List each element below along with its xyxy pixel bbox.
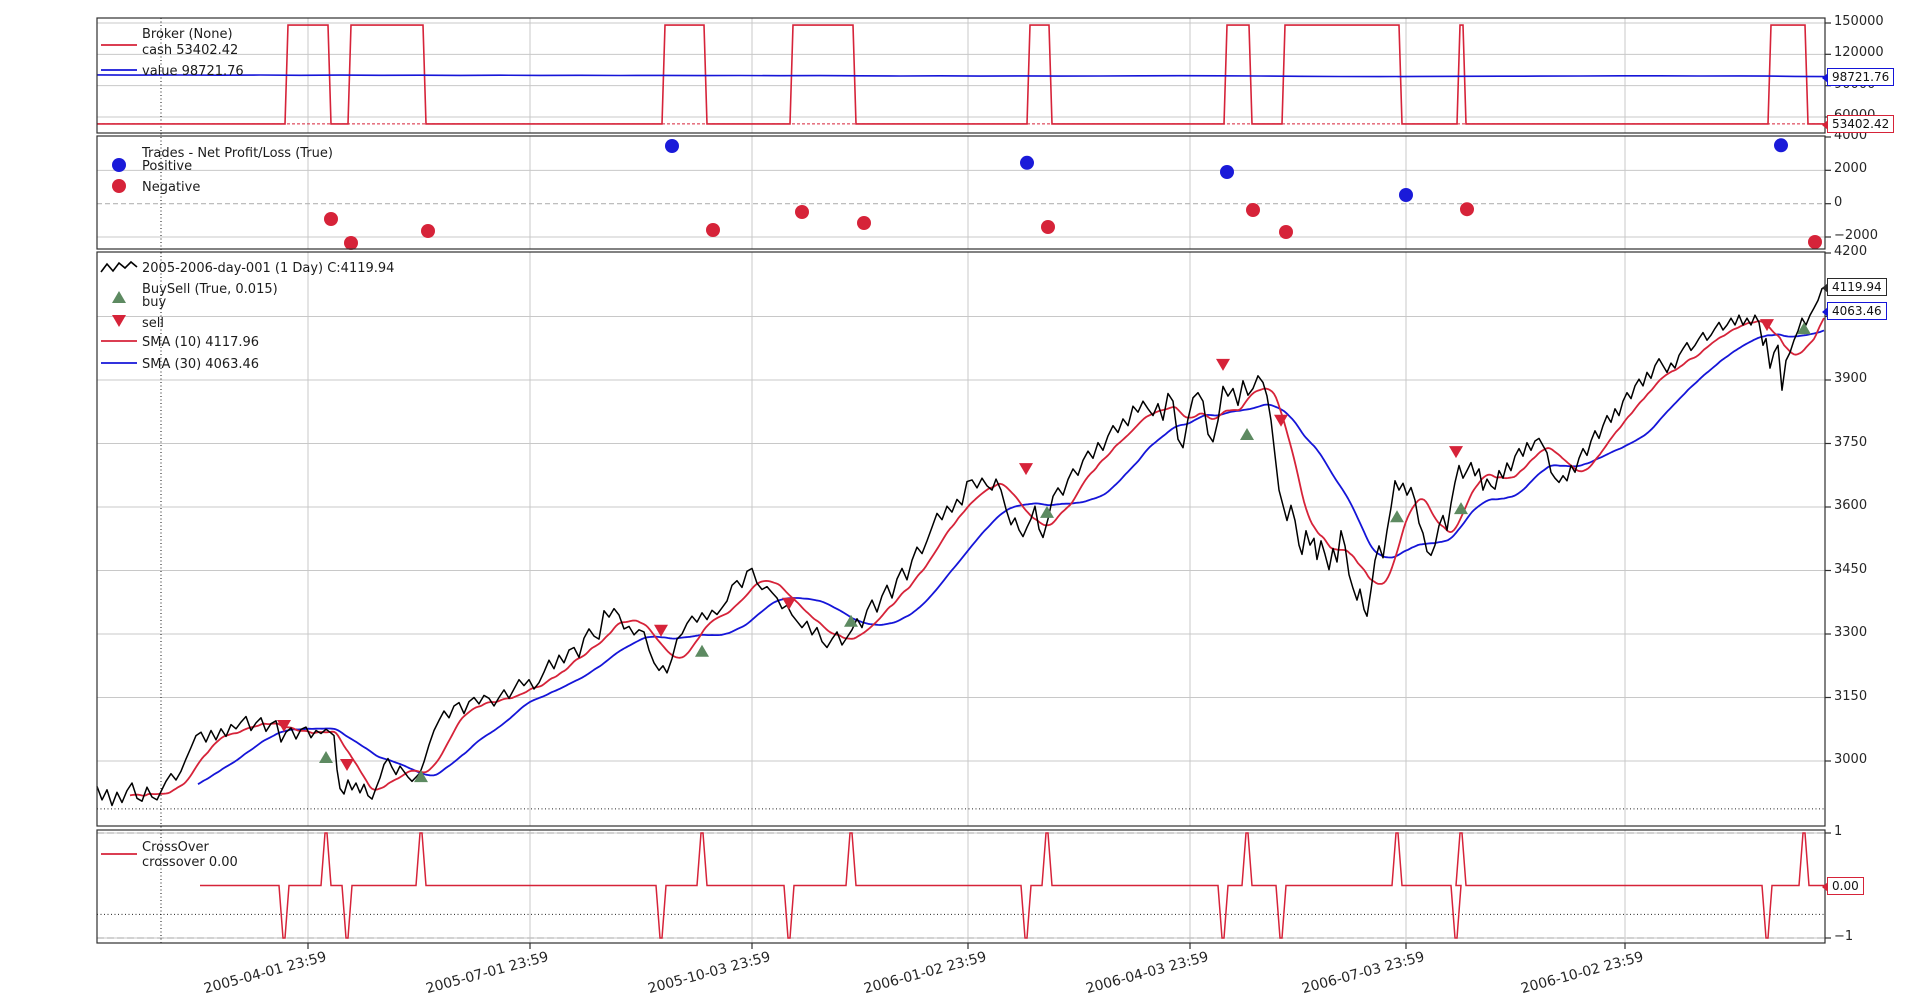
negative-trade-dot xyxy=(421,224,435,238)
sell-marker xyxy=(1760,319,1774,332)
positive-trade-dot xyxy=(1020,155,1034,170)
main-ytick-label: 3600 xyxy=(1834,498,1868,513)
trades-ytick-label: 2000 xyxy=(1834,161,1868,176)
trades-ytick-label: 0 xyxy=(1834,195,1843,210)
cross-value-box: 0.00 xyxy=(1822,877,1864,895)
price-legend-squiggle-icon xyxy=(100,260,138,273)
sell-marker xyxy=(654,624,668,637)
buy-marker xyxy=(1390,510,1404,523)
value-line xyxy=(96,74,1826,78)
cash-line xyxy=(97,24,1825,125)
broker-legend-cash: cash 53402.42 xyxy=(142,43,239,58)
sell-marker xyxy=(1274,414,1288,427)
sma30-line xyxy=(197,329,1825,785)
sell-marker xyxy=(1449,446,1463,459)
main-panel-border xyxy=(96,251,1826,827)
broker-value-box: 98721.76 xyxy=(1821,68,1895,86)
main-legend-sma10: SMA (10) 4117.96 xyxy=(142,335,260,350)
cross-ytick-label: −1 xyxy=(1834,929,1854,944)
sell-marker xyxy=(1216,358,1230,371)
positive-trade-dot xyxy=(665,139,679,153)
negative-trade-dot xyxy=(1808,235,1822,249)
cross-legend-title: CrossOver xyxy=(142,840,209,855)
sell-marker xyxy=(782,597,796,610)
main-value-box: 4119.94 xyxy=(1822,278,1887,296)
main-legend-sma30: SMA (30) 4063.46 xyxy=(142,357,260,372)
buy-marker xyxy=(319,751,333,763)
negative-trade-dot xyxy=(706,223,720,237)
main-legend-buysell: BuySell (True, 0.015) xyxy=(142,282,278,297)
sell-marker xyxy=(340,759,354,771)
buy-marker xyxy=(1040,505,1054,518)
negative-trade-dot xyxy=(1279,225,1293,239)
trades-legend-title: Trades - Net Profit/Loss (True) xyxy=(142,146,333,161)
negative-trade-dot xyxy=(344,236,358,250)
main-ytick-label: 4200 xyxy=(1834,244,1868,259)
sell-marker xyxy=(1019,463,1033,476)
negative-trade-dot xyxy=(795,205,809,219)
buy-marker xyxy=(414,770,428,783)
main-ytick-label: 3900 xyxy=(1834,371,1868,386)
main-value-box: 4063.46 xyxy=(1822,302,1887,320)
sma10-line xyxy=(129,317,1825,797)
buy-legend-triangle-icon xyxy=(112,291,126,303)
crossover-line xyxy=(200,832,1825,939)
buy-marker xyxy=(844,614,858,627)
main-ytick-label: 3150 xyxy=(1834,689,1868,704)
cross-ytick-label: 1 xyxy=(1834,824,1843,839)
main-legend-series: 2005-2006-day-001 (1 Day) C:4119.94 xyxy=(142,261,395,276)
negative-trade-dot xyxy=(1246,203,1260,217)
cross-panel-border xyxy=(96,829,1826,944)
main-ytick-label: 3750 xyxy=(1834,435,1868,450)
main-legend-buy: buy xyxy=(142,295,167,310)
negative-trade-dot xyxy=(1460,202,1474,217)
sell-legend-triangle-icon xyxy=(112,315,126,327)
negative-trade-dot xyxy=(324,212,338,226)
broker-value-box: 53402.42 xyxy=(1821,115,1895,133)
price-line xyxy=(96,286,1826,807)
main-ytick-label: 3000 xyxy=(1834,752,1868,767)
trades-ytick-label: −2000 xyxy=(1834,228,1878,243)
positive-trade-dot xyxy=(1220,165,1234,179)
positive-trade-dot xyxy=(1399,188,1413,202)
positive-legend-dot-icon xyxy=(112,158,126,172)
buy-marker xyxy=(1797,322,1811,335)
buy-marker xyxy=(1454,502,1468,515)
trades-legend-negative: Negative xyxy=(142,180,201,195)
trades-legend-positive: Positive xyxy=(142,159,193,174)
main-ytick-label: 3450 xyxy=(1834,562,1868,577)
sell-marker xyxy=(277,720,291,732)
negative-trade-dot xyxy=(857,216,871,230)
broker-legend-value: value 98721.76 xyxy=(142,64,244,79)
negative-legend-dot-icon xyxy=(112,179,126,193)
buy-marker xyxy=(1240,428,1254,440)
broker-legend-title: Broker (None) xyxy=(142,27,233,42)
main-ytick-label: 3300 xyxy=(1834,625,1868,640)
positive-trade-dot xyxy=(1774,138,1788,153)
broker-ytick-label: 150000 xyxy=(1834,14,1884,29)
negative-trade-dot xyxy=(1041,220,1055,234)
broker-ytick-label: 120000 xyxy=(1834,45,1884,60)
cross-legend-item: crossover 0.00 xyxy=(142,855,238,870)
main-legend-sell: sell xyxy=(142,316,164,331)
trades-panel-border xyxy=(96,135,1826,250)
buy-marker xyxy=(695,644,709,657)
